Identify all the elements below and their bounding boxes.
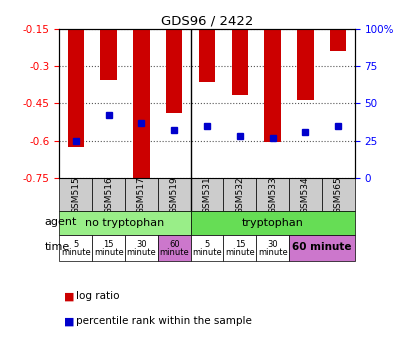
Text: 60 minute: 60 minute [291,242,351,252]
Bar [92,178,125,211]
Text: minute: minute [257,248,287,257]
Bar [223,178,256,211]
Bar [190,211,354,235]
Bar [297,29,313,100]
Text: GSM515: GSM515 [71,176,80,213]
Text: ■: ■ [63,291,74,301]
Text: ■: ■ [63,316,74,326]
Text: GSM533: GSM533 [267,176,276,213]
Text: minute: minute [225,248,254,257]
Text: GSM565: GSM565 [333,176,342,213]
Bar [190,178,223,211]
Bar [67,29,84,147]
Text: GSM517: GSM517 [137,176,146,213]
Bar [59,178,92,211]
Bar [198,29,215,82]
Text: time: time [45,242,70,252]
Text: GSM534: GSM534 [300,176,309,213]
Bar [288,178,321,211]
Bar [288,235,354,261]
Bar [125,235,157,261]
Bar [157,178,190,211]
Bar [264,29,280,142]
Bar [329,29,346,51]
Text: minute: minute [61,248,90,257]
Text: 15: 15 [103,240,114,248]
Bar [190,235,223,261]
Bar [59,211,190,235]
Bar [59,235,92,261]
Text: 5: 5 [204,240,209,248]
Text: minute: minute [159,248,189,257]
Bar [166,29,182,114]
Text: no tryptophan: no tryptophan [85,218,164,228]
Text: 15: 15 [234,240,245,248]
Text: GSM532: GSM532 [235,176,244,213]
Bar [157,235,190,261]
Text: minute: minute [94,248,123,257]
Text: minute: minute [126,248,156,257]
Text: 60: 60 [169,240,179,248]
Bar [92,235,125,261]
Bar [100,29,117,80]
Bar [223,235,256,261]
Title: GDS96 / 2422: GDS96 / 2422 [160,14,253,27]
Text: GSM519: GSM519 [169,176,178,213]
Bar [133,29,149,183]
Text: GSM516: GSM516 [104,176,113,213]
Bar [256,178,288,211]
Text: agent: agent [45,217,77,227]
Text: tryptophan: tryptophan [241,218,303,228]
Text: GSM531: GSM531 [202,176,211,213]
Bar [256,235,288,261]
Text: 5: 5 [73,240,78,248]
Bar [125,178,157,211]
Text: minute: minute [192,248,221,257]
Bar [321,178,354,211]
Text: 30: 30 [136,240,146,248]
Text: percentile rank within the sample: percentile rank within the sample [76,316,251,326]
Text: 30: 30 [267,240,277,248]
Bar [231,29,247,95]
Text: log ratio: log ratio [76,291,119,301]
